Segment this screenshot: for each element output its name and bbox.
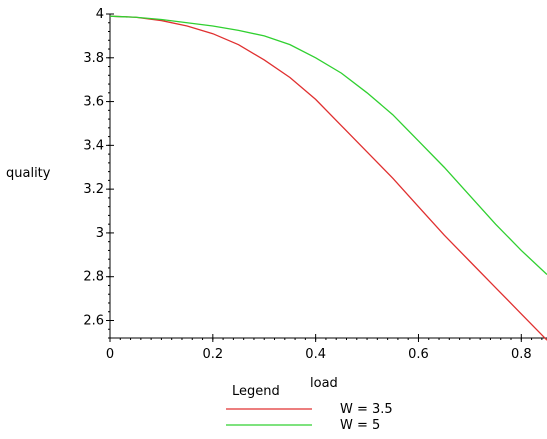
x-tick-label: 0.8 (511, 347, 532, 362)
x-tick-label: 0 (106, 347, 114, 362)
y-tick-label: 2.6 (83, 313, 104, 328)
major-ticks: 2.6 2.8 3 3.2 3.4 3.6 3.8 4 0 0.2 0.4 0.6 0.8 (83, 7, 531, 362)
legend-title: Legend (232, 384, 280, 399)
x-axis-label: load (310, 376, 338, 391)
series-line-1 (109, 15, 547, 341)
series-layer (109, 15, 547, 341)
series-line-2 (109, 15, 547, 275)
y-axis-label: quality (6, 166, 51, 181)
y-tick-label: 4 (96, 7, 104, 22)
minor-ticks (108, 13, 543, 340)
legend-label-1: W = 3.5 (340, 402, 393, 417)
y-tick-label: 3.4 (83, 138, 104, 153)
x-tick-label: 0.6 (408, 347, 429, 362)
axes: 2.6 2.8 3 3.2 3.4 3.6 3.8 4 0 0.2 0.4 0.6 0.8 (83, 7, 547, 362)
x-tick-label: 0.4 (305, 347, 326, 362)
y-tick-label: 3 (96, 226, 104, 241)
legend-items: W = 3.5W = 5 (226, 402, 393, 433)
legend: Legend W = 3.5W = 5 (226, 384, 393, 433)
x-tick-label: 0.2 (202, 347, 223, 362)
y-tick-label: 3.8 (83, 51, 104, 66)
y-tick-label: 3.6 (83, 95, 104, 110)
y-tick-label: 2.8 (83, 270, 104, 285)
legend-label-2: W = 5 (340, 418, 380, 433)
y-tick-label: 3.2 (83, 182, 104, 197)
